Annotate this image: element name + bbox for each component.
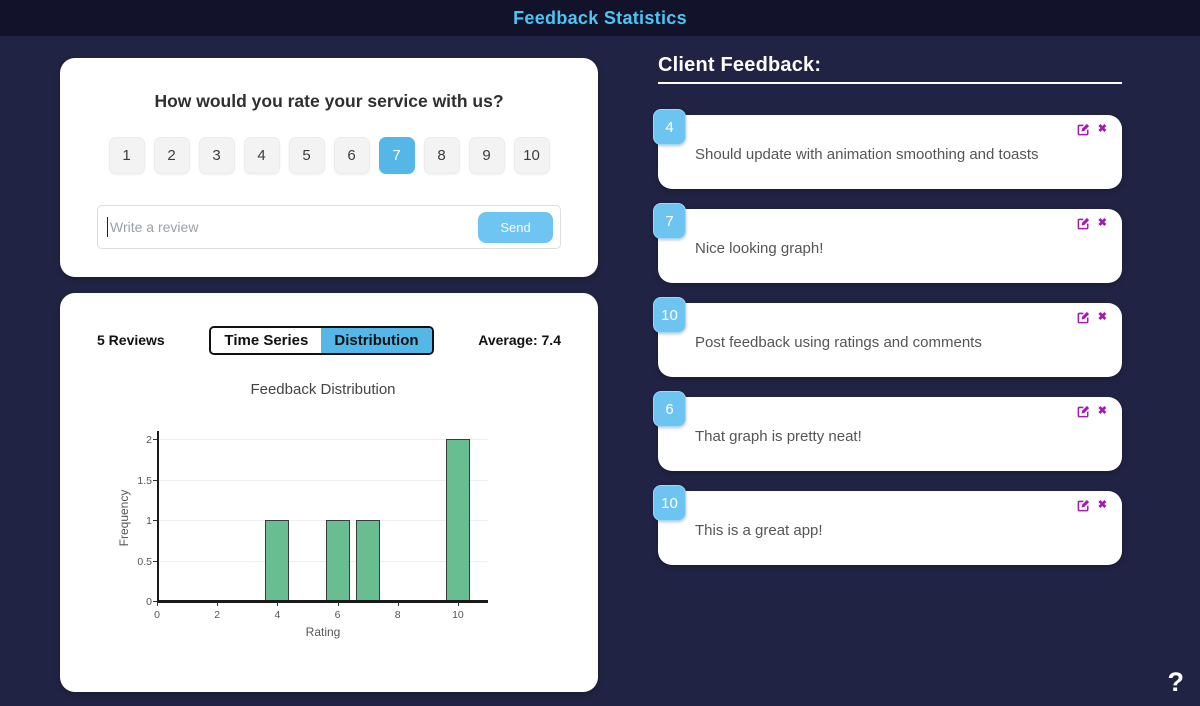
x-tick-mark bbox=[277, 602, 279, 606]
chart-xlabel: Rating bbox=[305, 625, 341, 639]
rating-button-9[interactable]: 9 bbox=[468, 137, 505, 174]
rating-button-4[interactable]: 4 bbox=[243, 137, 280, 174]
feedback-comment: Should update with animation smoothing a… bbox=[695, 146, 1039, 163]
x-tick-label: 2 bbox=[214, 609, 221, 621]
y-tick-mark bbox=[153, 560, 157, 562]
review-input-placeholder: Write a review bbox=[110, 219, 199, 235]
x-tick-mark bbox=[397, 602, 399, 606]
feedback-panel: Client Feedback: 4 ✖ Should update with … bbox=[653, 54, 1122, 585]
y-tick-mark bbox=[153, 601, 157, 602]
x-axis bbox=[157, 600, 488, 603]
edit-icon[interactable] bbox=[1077, 123, 1090, 136]
rating-badge: 4 bbox=[653, 109, 686, 145]
rating-button-7[interactable]: 7 bbox=[378, 137, 415, 174]
x-tick-label: 8 bbox=[394, 609, 401, 621]
y-tick-label: 2 bbox=[146, 434, 152, 446]
edit-icon[interactable] bbox=[1077, 405, 1090, 418]
review-input-container[interactable]: Write a review Send bbox=[97, 205, 561, 249]
feedback-actions: ✖ bbox=[1077, 499, 1107, 512]
y-tick-label: 1 bbox=[146, 515, 152, 527]
x-tick-label: 10 bbox=[452, 609, 464, 621]
chart-bar bbox=[445, 439, 470, 601]
delete-icon[interactable]: ✖ bbox=[1097, 311, 1107, 323]
rating-button-8[interactable]: 8 bbox=[423, 137, 460, 174]
rating-button-3[interactable]: 3 bbox=[198, 137, 235, 174]
x-tick-mark bbox=[337, 602, 339, 606]
feedback-comment: That graph is pretty neat! bbox=[695, 428, 862, 445]
stats-header: 5 Reviews Time Series Distribution Averag… bbox=[97, 325, 561, 355]
rating-badge: 7 bbox=[653, 203, 686, 239]
grid-line bbox=[159, 479, 488, 481]
y-tick-label: 0 bbox=[146, 596, 152, 608]
send-button[interactable]: Send bbox=[478, 212, 553, 243]
x-tick-label: 6 bbox=[334, 609, 341, 621]
rating-button-2[interactable]: 2 bbox=[153, 137, 190, 174]
delete-icon[interactable]: ✖ bbox=[1097, 499, 1107, 511]
chart-plot: 0 0.5 1 1.5 2 0 2 4 6 8 10 bbox=[137, 431, 488, 621]
chart-bar bbox=[325, 520, 350, 601]
help-button[interactable]: ? bbox=[1167, 667, 1185, 697]
app-header: Feedback Statistics bbox=[0, 0, 1200, 36]
edit-icon[interactable] bbox=[1077, 499, 1090, 512]
y-tick-label: 1.5 bbox=[137, 474, 152, 487]
edit-icon[interactable] bbox=[1077, 217, 1090, 230]
edit-icon[interactable] bbox=[1077, 311, 1090, 324]
grid-line bbox=[159, 520, 488, 521]
feedback-card: 7 ✖ Nice looking graph! bbox=[653, 203, 1122, 283]
rating-badge: 10 bbox=[653, 297, 686, 333]
delete-icon[interactable]: ✖ bbox=[1097, 405, 1107, 417]
feedback-actions: ✖ bbox=[1077, 217, 1107, 230]
chart-bar bbox=[355, 520, 380, 601]
y-tick-mark bbox=[153, 479, 157, 481]
feedback-card: 4 ✖ Should update with animation smoothi… bbox=[653, 109, 1122, 189]
rating-button-5[interactable]: 5 bbox=[288, 137, 325, 174]
x-tick-label: 4 bbox=[274, 609, 281, 621]
rating-badge: 10 bbox=[653, 485, 686, 521]
grid-line bbox=[159, 439, 488, 440]
reviews-count: 5 Reviews bbox=[97, 332, 165, 348]
feedback-actions: ✖ bbox=[1077, 311, 1107, 324]
rating-button-6[interactable]: 6 bbox=[333, 137, 370, 174]
feedback-actions: ✖ bbox=[1077, 405, 1107, 418]
feedback-actions: ✖ bbox=[1077, 123, 1107, 136]
feedback-comment: This is a great app! bbox=[695, 522, 823, 539]
feedback-card: 6 ✖ That graph is pretty neat! bbox=[653, 391, 1122, 471]
x-tick-mark bbox=[157, 602, 158, 606]
chart-title: Feedback Distribution bbox=[250, 381, 396, 398]
feedback-card: 10 ✖ Post feedback using ratings and com… bbox=[653, 297, 1122, 377]
text-caret bbox=[107, 217, 108, 237]
chart-bar bbox=[265, 520, 290, 601]
feedback-comment: Post feedback using ratings and comments bbox=[695, 334, 982, 351]
page-title: Feedback Statistics bbox=[513, 7, 687, 28]
grid-line bbox=[159, 560, 488, 562]
feedback-comment: Nice looking graph! bbox=[695, 240, 824, 257]
stats-card: 5 Reviews Time Series Distribution Averag… bbox=[60, 293, 598, 692]
x-tick-label: 0 bbox=[154, 609, 160, 621]
toggle-distribution[interactable]: Distribution bbox=[321, 327, 432, 353]
rating-question: How would you rate your service with us? bbox=[154, 91, 504, 111]
feedback-heading-underline bbox=[658, 82, 1122, 84]
rating-badge: 6 bbox=[653, 391, 686, 427]
x-tick-mark bbox=[217, 602, 219, 606]
feedback-heading: Client Feedback: bbox=[658, 54, 822, 76]
rating-button-1[interactable]: 1 bbox=[108, 137, 145, 174]
delete-icon[interactable]: ✖ bbox=[1097, 123, 1107, 135]
y-tick-mark bbox=[153, 520, 157, 521]
delete-icon[interactable]: ✖ bbox=[1097, 217, 1107, 229]
rating-button-10[interactable]: 10 bbox=[513, 137, 550, 174]
average-label: Average: 7.4 bbox=[478, 332, 561, 348]
rating-card: How would you rate your service with us?… bbox=[60, 58, 598, 277]
toggle-time-series[interactable]: Time Series bbox=[211, 327, 322, 353]
y-axis bbox=[157, 431, 159, 602]
feedback-card: 10 ✖ This is a great app! bbox=[653, 485, 1122, 565]
view-toggle: Time Series Distribution bbox=[209, 325, 434, 355]
rating-buttons: 1 2 3 4 5 6 7 8 9 10 bbox=[60, 137, 598, 174]
y-tick-label: 0.5 bbox=[137, 555, 152, 568]
y-tick-mark bbox=[153, 439, 157, 440]
x-tick-mark bbox=[457, 602, 459, 606]
feedback-list: 4 ✖ Should update with animation smoothi… bbox=[653, 109, 1122, 565]
